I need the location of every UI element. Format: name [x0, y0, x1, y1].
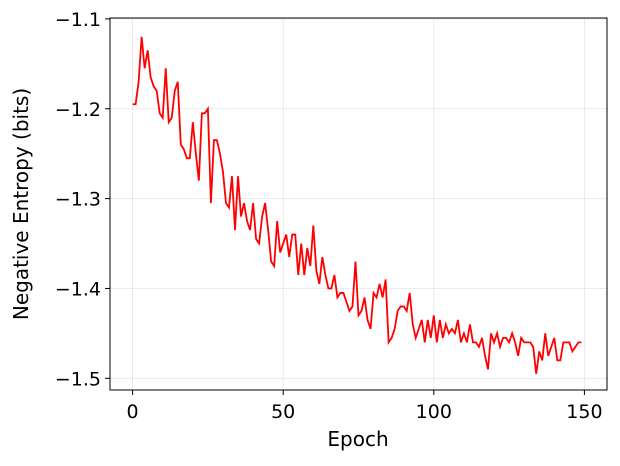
- y-tick-label: −1.5: [55, 368, 101, 390]
- y-tick-label: −1.2: [55, 99, 101, 121]
- x-tick-label: 50: [271, 401, 295, 423]
- data-line: [132, 36, 582, 374]
- x-tick-label: 150: [566, 401, 602, 423]
- y-tick-label: −1.1: [55, 9, 101, 31]
- y-tick-label: −1.4: [55, 278, 101, 300]
- x-tick-label: 100: [416, 401, 452, 423]
- x-tick-label: 0: [127, 401, 139, 423]
- y-tick-label: −1.3: [55, 189, 101, 211]
- plot-frame: [109, 17, 608, 391]
- x-axis-label: Epoch: [327, 427, 388, 451]
- y-axis-label: Negative Entropy (bits): [9, 88, 33, 320]
